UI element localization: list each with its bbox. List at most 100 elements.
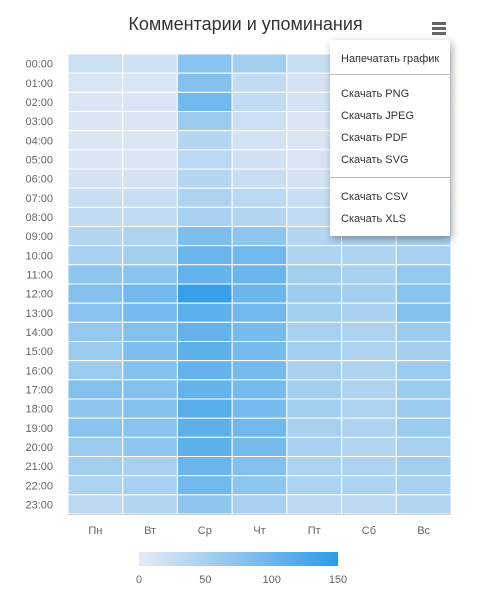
heatmap-cell[interactable] — [122, 226, 178, 247]
menu-item-download-svg[interactable]: Скачать SVG — [341, 154, 409, 166]
heatmap-cell[interactable] — [395, 436, 452, 458]
heatmap-cell[interactable] — [395, 494, 452, 515]
menu-item-download-pdf[interactable]: Скачать PDF — [341, 132, 408, 144]
heatmap-cell[interactable] — [67, 360, 124, 381]
heatmap-cell[interactable] — [122, 379, 178, 400]
heatmap-cell[interactable] — [176, 130, 233, 151]
heatmap-cell[interactable] — [231, 226, 288, 247]
heatmap-cell[interactable] — [286, 456, 343, 477]
heatmap-cell[interactable] — [122, 187, 178, 208]
heatmap-cell[interactable] — [341, 341, 397, 362]
heatmap-cell[interactable] — [67, 302, 124, 323]
heatmap-cell[interactable] — [176, 302, 233, 323]
heatmap-cell[interactable] — [122, 91, 178, 113]
heatmap-cell[interactable] — [67, 187, 124, 208]
heatmap-cell[interactable] — [122, 206, 178, 227]
heatmap-cell[interactable] — [286, 379, 343, 400]
heatmap-cell[interactable] — [395, 341, 452, 362]
heatmap-cell[interactable] — [231, 130, 288, 151]
heatmap-cell[interactable] — [67, 168, 124, 189]
heatmap-cell[interactable] — [341, 264, 397, 285]
heatmap-cell[interactable] — [286, 436, 343, 458]
heatmap-cell[interactable] — [122, 264, 178, 285]
heatmap-cell[interactable] — [341, 398, 397, 419]
heatmap-cell[interactable] — [231, 53, 288, 74]
heatmap-cell[interactable] — [395, 417, 452, 438]
heatmap-cell[interactable] — [67, 130, 124, 151]
heatmap-cell[interactable] — [231, 245, 288, 266]
heatmap-cell[interactable] — [286, 360, 343, 381]
heatmap-cell[interactable] — [341, 417, 397, 438]
heatmap-cell[interactable] — [231, 475, 288, 496]
heatmap-cell[interactable] — [286, 264, 343, 285]
heatmap-cell[interactable] — [176, 360, 233, 381]
heatmap-cell[interactable] — [286, 341, 343, 362]
heatmap-cell[interactable] — [341, 321, 397, 343]
heatmap-cell[interactable] — [122, 475, 178, 496]
heatmap-cell[interactable] — [341, 475, 397, 496]
heatmap-cell[interactable] — [341, 302, 397, 323]
heatmap-cell[interactable] — [395, 283, 452, 304]
heatmap-cell[interactable] — [122, 168, 178, 189]
heatmap-cell[interactable] — [231, 91, 288, 113]
heatmap-cell[interactable] — [395, 456, 452, 477]
heatmap-cell[interactable] — [67, 341, 124, 362]
heatmap-cell[interactable] — [122, 436, 178, 458]
heatmap-cell[interactable] — [67, 379, 124, 400]
heatmap-cell[interactable] — [395, 475, 452, 496]
heatmap-cell[interactable] — [286, 398, 343, 419]
heatmap-cell[interactable] — [176, 475, 233, 496]
menu-item-download-jpeg[interactable]: Скачать JPEG — [341, 110, 415, 122]
heatmap-cell[interactable] — [176, 53, 233, 74]
heatmap-cell[interactable] — [122, 149, 178, 170]
heatmap-cell[interactable] — [231, 206, 288, 227]
heatmap-cell[interactable] — [67, 417, 124, 438]
heatmap-cell[interactable] — [67, 321, 124, 343]
heatmap-cell[interactable] — [67, 149, 124, 170]
heatmap-cell[interactable] — [176, 168, 233, 189]
heatmap-cell[interactable] — [341, 245, 397, 266]
heatmap-cell[interactable] — [176, 379, 233, 400]
heatmap-cell[interactable] — [286, 494, 343, 515]
heatmap-cell[interactable] — [67, 111, 124, 132]
heatmap-cell[interactable] — [286, 283, 343, 304]
heatmap-cell[interactable] — [286, 475, 343, 496]
heatmap-cell[interactable] — [122, 302, 178, 323]
heatmap-cell[interactable] — [341, 494, 397, 515]
heatmap-cell[interactable] — [395, 398, 452, 419]
heatmap-cell[interactable] — [67, 53, 124, 74]
heatmap-cell[interactable] — [67, 494, 124, 515]
heatmap-cell[interactable] — [341, 436, 397, 458]
heatmap-cell[interactable] — [286, 417, 343, 438]
heatmap-cell[interactable] — [122, 53, 178, 74]
heatmap-cell[interactable] — [122, 111, 178, 132]
heatmap-cell[interactable] — [231, 302, 288, 323]
heatmap-cell[interactable] — [231, 72, 288, 93]
heatmap-cell[interactable] — [67, 245, 124, 266]
menu-item-download-xls[interactable]: Скачать XLS — [341, 213, 407, 225]
export-menu-button[interactable] — [427, 16, 451, 40]
heatmap-cell[interactable] — [176, 321, 233, 343]
heatmap-cell[interactable] — [122, 72, 178, 93]
heatmap-cell[interactable] — [176, 245, 233, 266]
heatmap-cell[interactable] — [122, 456, 178, 477]
heatmap-cell[interactable] — [395, 321, 452, 343]
heatmap-cell[interactable] — [67, 283, 124, 304]
heatmap-cell[interactable] — [395, 379, 452, 400]
heatmap-cell[interactable] — [231, 149, 288, 170]
heatmap-cell[interactable] — [176, 283, 233, 304]
heatmap-cell[interactable] — [176, 417, 233, 438]
heatmap-cell[interactable] — [122, 341, 178, 362]
heatmap-cell[interactable] — [176, 494, 233, 515]
heatmap-cell[interactable] — [341, 360, 397, 381]
heatmap-cell[interactable] — [176, 264, 233, 285]
menu-item-download-png[interactable]: Скачать PNG — [341, 88, 410, 100]
heatmap-cell[interactable] — [67, 206, 124, 227]
heatmap-cell[interactable] — [231, 494, 288, 515]
heatmap-cell[interactable] — [176, 436, 233, 458]
heatmap-cell[interactable] — [286, 245, 343, 266]
heatmap-cell[interactable] — [231, 187, 288, 208]
heatmap-cell[interactable] — [231, 341, 288, 362]
heatmap-cell[interactable] — [67, 398, 124, 419]
heatmap-cell[interactable] — [176, 398, 233, 419]
